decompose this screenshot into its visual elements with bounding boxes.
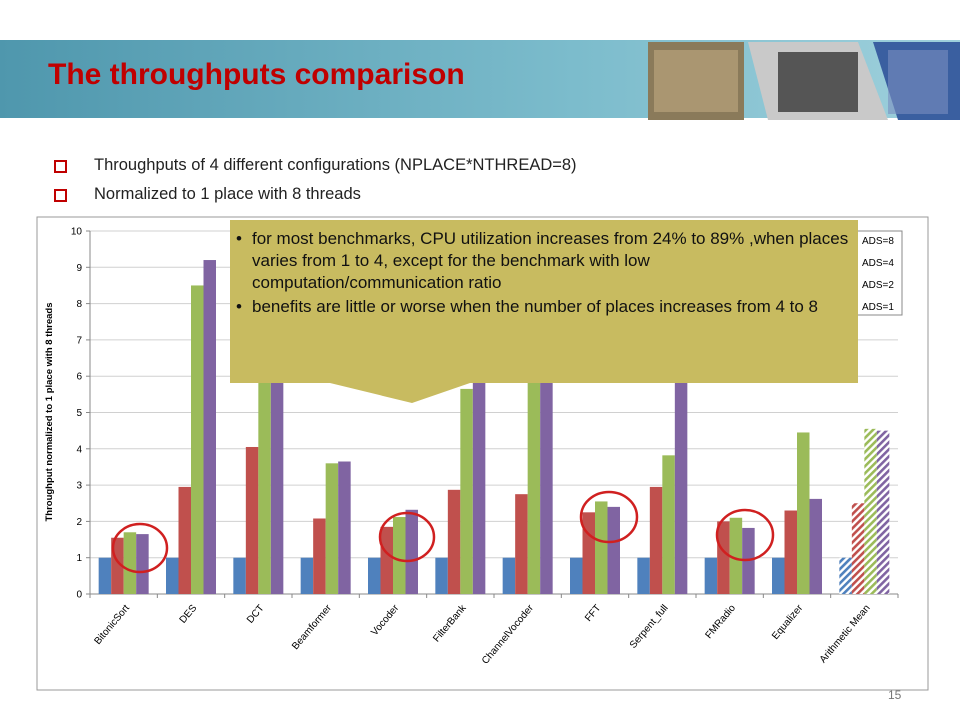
y-tick-label: 0 bbox=[76, 590, 82, 601]
bar bbox=[876, 430, 890, 594]
bullet-text: Throughputs of 4 different configuration… bbox=[94, 156, 577, 174]
bar bbox=[607, 506, 620, 594]
y-tick-label: 1 bbox=[76, 553, 82, 564]
bar bbox=[704, 557, 718, 594]
x-tick-label: Beamformer bbox=[290, 602, 334, 652]
x-tick-label: DES bbox=[178, 603, 200, 626]
bar bbox=[136, 534, 149, 594]
legend-label: ADS=1 bbox=[862, 302, 894, 313]
bar bbox=[300, 557, 314, 594]
legend-label: ADS=2 bbox=[862, 280, 894, 291]
y-tick-label: 4 bbox=[76, 444, 82, 455]
y-axis-label: Throughput normalized to 1 place with 8 … bbox=[44, 302, 55, 521]
bar bbox=[166, 557, 179, 594]
bar bbox=[203, 260, 216, 594]
bar bbox=[797, 432, 810, 594]
bar bbox=[662, 455, 675, 594]
bar bbox=[851, 503, 865, 594]
x-tick-label: FilterBank bbox=[431, 602, 469, 644]
x-tick-label: ChannelVocoder bbox=[480, 602, 536, 666]
bar bbox=[380, 526, 393, 594]
bar bbox=[338, 461, 351, 594]
bar bbox=[472, 376, 486, 594]
bar bbox=[313, 518, 326, 594]
bullet: Throughputs of 4 different configuration… bbox=[54, 156, 577, 175]
bullet: Normalized to 1 place with 8 threads bbox=[54, 185, 361, 204]
bar bbox=[460, 388, 473, 594]
chart-frame bbox=[36, 216, 929, 691]
y-tick-label: 9 bbox=[76, 263, 82, 274]
bar bbox=[809, 498, 822, 594]
bar bbox=[839, 557, 852, 594]
bar bbox=[717, 521, 730, 594]
x-tick-label: DCT bbox=[245, 603, 267, 626]
page-number: 15 bbox=[888, 688, 902, 702]
bar bbox=[435, 557, 448, 594]
y-tick-label: 5 bbox=[76, 408, 82, 419]
bar bbox=[729, 517, 743, 594]
bar bbox=[864, 428, 877, 594]
highlight-circle bbox=[579, 490, 639, 544]
bar bbox=[405, 509, 418, 594]
bar bbox=[98, 557, 112, 594]
y-tick-label: 10 bbox=[71, 227, 83, 238]
legend-label: ADS=8 bbox=[862, 236, 894, 247]
highlight-circle bbox=[378, 511, 436, 563]
legend-label: ADS=4 bbox=[862, 258, 894, 269]
bar bbox=[772, 557, 785, 594]
y-tick-label: 7 bbox=[76, 335, 82, 346]
x-tick-label: Equalizer bbox=[770, 602, 806, 642]
y-tick-label: 6 bbox=[76, 372, 82, 383]
bar bbox=[178, 486, 191, 594]
bar bbox=[527, 376, 541, 594]
bar bbox=[123, 532, 137, 594]
y-tick-label: 3 bbox=[76, 481, 82, 492]
bar bbox=[582, 512, 595, 594]
callout-bullet: benefits are little or worse when the nu… bbox=[234, 296, 856, 318]
highlight-circle bbox=[715, 508, 775, 562]
x-tick-label: Arithmetic Mean bbox=[818, 603, 873, 665]
bar bbox=[245, 446, 259, 594]
header-images bbox=[648, 42, 960, 120]
bar bbox=[258, 368, 271, 594]
bar bbox=[270, 358, 284, 594]
bar bbox=[784, 510, 797, 594]
x-tick-label: FMRadio bbox=[703, 603, 738, 641]
bar bbox=[325, 463, 339, 594]
highlight-circle bbox=[111, 522, 169, 574]
x-tick-label: FFT bbox=[583, 603, 603, 624]
x-tick-label: Vocoder bbox=[369, 602, 401, 638]
bar bbox=[649, 486, 663, 594]
bar bbox=[570, 557, 583, 594]
bar bbox=[233, 557, 246, 594]
bar bbox=[191, 285, 204, 594]
bar bbox=[595, 501, 608, 594]
bullet-text: Normalized to 1 place with 8 threads bbox=[94, 185, 361, 203]
y-tick-label: 2 bbox=[76, 517, 82, 528]
slide-title: The throughputs comparison bbox=[48, 58, 465, 91]
bar bbox=[515, 494, 528, 594]
y-tick-label: 8 bbox=[76, 299, 82, 310]
bar bbox=[447, 489, 461, 594]
callout-bullet: for most benchmarks, CPU utilization inc… bbox=[234, 228, 856, 294]
bar bbox=[368, 557, 381, 594]
x-tick-label: Serpent_full bbox=[628, 603, 671, 651]
bar bbox=[674, 358, 688, 594]
bar bbox=[637, 557, 650, 594]
bar bbox=[393, 517, 406, 594]
callout-text: for most benchmarks, CPU utilization inc… bbox=[234, 228, 856, 320]
x-tick-label: BitonicSort bbox=[92, 603, 132, 647]
bar bbox=[502, 557, 516, 594]
bar bbox=[540, 368, 553, 594]
